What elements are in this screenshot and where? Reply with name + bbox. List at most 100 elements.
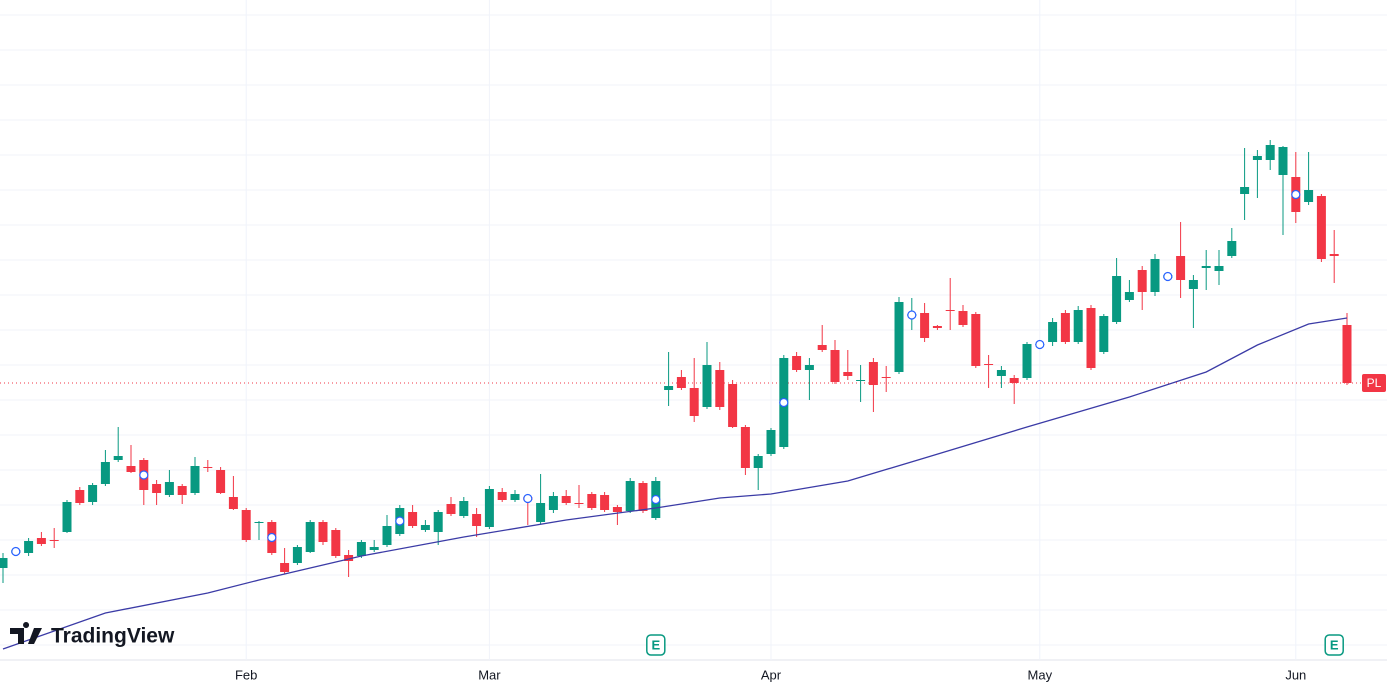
dividend-marker[interactable] (1163, 271, 1173, 282)
candle-body (945, 310, 955, 311)
candle-body (638, 483, 648, 511)
candle-body (420, 525, 430, 530)
candle-body (1112, 276, 1122, 322)
candle-body (600, 495, 610, 510)
candle-body (433, 512, 443, 532)
candle-body (459, 501, 469, 516)
candle-body (894, 302, 904, 372)
price-tag (1362, 374, 1386, 392)
x-tick-label: Feb (235, 667, 257, 682)
candle-body (36, 538, 46, 544)
candle-body (152, 484, 162, 493)
candle-body (664, 386, 674, 390)
candle-body (728, 384, 738, 427)
candle-body (1188, 280, 1198, 289)
dividend-marker[interactable] (907, 310, 917, 320)
candle-body (1060, 313, 1070, 342)
dividend-marker[interactable] (11, 546, 21, 557)
candle-body (766, 430, 776, 454)
dividend-marker[interactable] (651, 494, 661, 505)
candle-body (817, 345, 827, 350)
candle-body (318, 522, 328, 542)
candle-body (996, 370, 1006, 376)
dividend-marker[interactable] (1291, 189, 1301, 200)
candle-body (241, 510, 251, 540)
x-tick-label: May (1028, 667, 1053, 682)
candle-body (881, 377, 891, 378)
candle-body (548, 496, 558, 510)
earnings-badge[interactable]: E (1324, 634, 1344, 656)
earnings-label: E (1330, 637, 1339, 652)
candle-body (1022, 344, 1032, 378)
candle-body (830, 350, 840, 382)
candle-body (536, 503, 546, 522)
candle-body (715, 370, 725, 407)
candle-body (203, 467, 213, 468)
candle-body (408, 512, 418, 526)
candle-body (792, 356, 802, 370)
dividend-marker[interactable] (395, 516, 405, 526)
candle-body (292, 547, 302, 563)
candle-body (932, 326, 942, 328)
candle-body (75, 490, 85, 503)
candle-body (1227, 241, 1237, 256)
candle-body (1304, 190, 1314, 202)
candle-body (88, 485, 98, 502)
candle-body (753, 456, 763, 468)
candle-body (62, 502, 72, 532)
x-tick-label: Apr (761, 667, 782, 682)
candle-body (843, 372, 853, 376)
earnings-box (646, 634, 666, 656)
earnings-box (1324, 634, 1344, 656)
logo: TradingView (10, 622, 175, 648)
candle-body (190, 466, 200, 493)
candle-body (344, 555, 354, 561)
dividend-marker[interactable] (267, 532, 277, 543)
candle-body (1048, 322, 1058, 342)
candle-body (164, 482, 174, 495)
candle-body (446, 504, 456, 514)
candle-body (305, 522, 315, 552)
candle-body (24, 541, 34, 553)
candle-body (1265, 145, 1275, 160)
candle-body (1329, 254, 1339, 256)
candle-body (625, 481, 635, 511)
candle-body (126, 466, 136, 472)
logo-icon (10, 622, 42, 644)
candle-body (331, 530, 341, 556)
candle-body (612, 507, 622, 512)
earnings-badge[interactable]: E (646, 634, 666, 656)
candle-body (1137, 270, 1147, 292)
candle-body (1252, 156, 1262, 160)
candle-body (100, 462, 110, 484)
candle-body (228, 497, 238, 509)
candle-body (856, 380, 866, 381)
candle-body (113, 456, 123, 460)
candle-body (1099, 316, 1109, 352)
candle-body (984, 364, 994, 365)
candle-body (472, 514, 482, 526)
candle-body (1214, 266, 1224, 271)
candle-body (1009, 378, 1019, 383)
candle-body (497, 492, 507, 500)
candle-body (1073, 310, 1083, 342)
x-tick-label: Jun (1285, 667, 1306, 682)
dividend-marker[interactable] (779, 397, 789, 408)
candle-body (676, 377, 686, 388)
candle-body (587, 494, 597, 508)
candle-body (1342, 325, 1352, 383)
earnings-label: E (651, 637, 660, 652)
logo-text: TradingView (51, 625, 175, 648)
dividend-marker[interactable] (523, 493, 533, 504)
dividend-marker[interactable] (139, 470, 149, 480)
candle-body (1086, 308, 1096, 368)
candle-body (1150, 259, 1160, 292)
dividend-marker[interactable] (1035, 339, 1045, 350)
candle-body (382, 526, 392, 545)
candle-body (702, 365, 712, 407)
candle-body (1278, 147, 1288, 175)
candle-body (484, 489, 494, 527)
candle-body (1316, 196, 1326, 259)
